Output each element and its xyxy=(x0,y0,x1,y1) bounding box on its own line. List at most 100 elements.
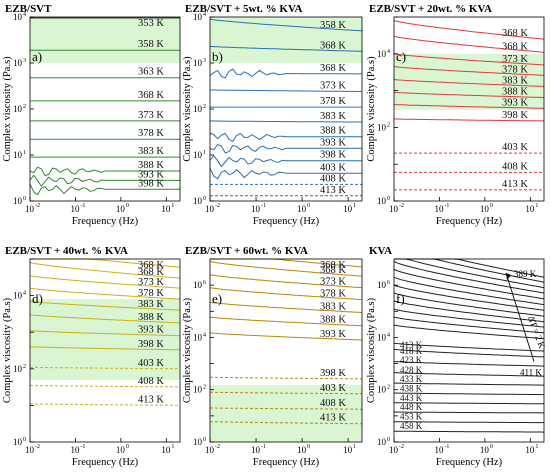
y-tick-exponent: 3 xyxy=(23,58,26,64)
series-label: 358 K xyxy=(320,20,346,31)
series-line xyxy=(209,301,363,313)
y-tick-label: 10 xyxy=(193,104,203,114)
x-tick-label: 10 xyxy=(525,204,535,214)
x-tick-label: 10 xyxy=(25,445,35,455)
series-label: 373 K xyxy=(138,110,164,121)
x-tick-exponent: 0 xyxy=(126,444,129,450)
x-tick-label: 10 xyxy=(161,204,171,214)
series-label: 378 K xyxy=(138,288,164,299)
y-tick-exponent: 0 xyxy=(203,437,206,443)
series-label: 373 K xyxy=(320,277,346,288)
x-tick-exponent: 0 xyxy=(307,444,310,450)
y-tick-label: 10 xyxy=(193,150,203,160)
panel-title: KVA xyxy=(369,245,392,257)
series-line xyxy=(29,385,180,388)
plot-frame xyxy=(393,258,545,443)
series-line xyxy=(393,316,545,334)
series-label: 388 K xyxy=(320,126,346,137)
x-tick-exponent: 0 xyxy=(490,203,493,209)
series-line xyxy=(209,144,362,154)
x-tick-exponent: -2 xyxy=(399,444,404,450)
y-tick-label: 10 xyxy=(13,437,23,447)
series-line xyxy=(209,332,363,341)
chart-panel: 353 K 358 K 363 K 368 K 373 K 378 K 383 K 388 K… xyxy=(2,3,181,227)
series-line xyxy=(393,66,545,76)
panel-letter: b) xyxy=(212,49,223,64)
series-line xyxy=(394,430,545,433)
series-line xyxy=(393,324,545,340)
panel-letter: f) xyxy=(396,291,405,306)
series-label: 383 K xyxy=(320,301,346,312)
x-tick-exponent: 1 xyxy=(535,444,538,450)
series-label: 398 K xyxy=(320,368,346,379)
y-tick-label: 10 xyxy=(13,58,23,68)
x-tick-exponent: -1 xyxy=(444,444,449,450)
series-label: 368 K xyxy=(138,260,164,271)
y-tick-label: 10 xyxy=(13,196,23,206)
series-line xyxy=(209,274,363,289)
series-label: 408 K xyxy=(320,173,346,184)
y-tick-label: 10 xyxy=(377,280,387,290)
y-tick-label: 10 xyxy=(377,437,387,447)
y-axis-label: Complex viscosity (Pa.s) xyxy=(182,56,193,162)
series-label: 393 K xyxy=(320,329,346,340)
series-label: 388 K xyxy=(320,315,346,326)
y-tick-exponent: 0 xyxy=(387,196,390,202)
series-line xyxy=(393,392,544,396)
series-line xyxy=(393,35,545,53)
annotation-arrow-head xyxy=(506,273,511,280)
x-tick-exponent: -2 xyxy=(399,203,404,209)
y-tick-exponent: 0 xyxy=(23,196,26,202)
series-line xyxy=(393,361,545,367)
series-label: 403 K xyxy=(138,358,164,369)
y-tick-exponent: 0 xyxy=(203,196,206,202)
series-label: 388 K xyxy=(502,86,528,97)
series-label: 383 K xyxy=(138,146,164,157)
x-axis-label: Frequency (Hz) xyxy=(72,216,139,227)
series-label: 368 K xyxy=(502,28,528,39)
x-tick-label: 10 xyxy=(434,445,444,455)
shaded-band xyxy=(30,299,180,380)
series-line xyxy=(29,366,180,370)
x-tick-label: 10 xyxy=(434,204,444,214)
panel-letter: c) xyxy=(396,49,406,64)
y-tick-exponent: 4 xyxy=(23,291,26,297)
series-label: 408 K xyxy=(320,398,346,409)
x-tick-label: 10 xyxy=(116,445,126,455)
series-line xyxy=(393,372,545,377)
plot-frame xyxy=(209,258,363,443)
x-tick-exponent: -1 xyxy=(80,444,85,450)
series-line xyxy=(393,276,545,306)
series-line xyxy=(29,403,180,406)
y-tick-exponent: 2 xyxy=(387,122,390,128)
series-label: 373 K xyxy=(138,277,164,288)
x-tick-exponent: -2 xyxy=(35,444,40,450)
series-label: 398 K xyxy=(502,110,528,121)
y-axis-label: Complex viscosity (Pa.s) xyxy=(2,297,13,403)
x-axis-label: Frequency (Hz) xyxy=(436,216,503,227)
series-line xyxy=(209,391,363,395)
y-tick-exponent: 3 xyxy=(203,58,206,64)
series-label: 383 K xyxy=(320,111,346,122)
panel-title: EZB/SVT + 60wt. % KVA xyxy=(185,245,308,257)
y-tick-exponent: 2 xyxy=(203,385,206,391)
series-line xyxy=(29,300,181,311)
x-tick-label: 10 xyxy=(389,204,399,214)
series-line xyxy=(209,132,362,142)
x-tick-exponent: 0 xyxy=(490,444,493,450)
series-line xyxy=(393,308,545,328)
series-label: 398 K xyxy=(138,178,164,189)
y-tick-label: 10 xyxy=(13,364,23,374)
x-tick-exponent: 1 xyxy=(353,444,356,450)
panel-title: EZB/SVT + 5wt. % KVA xyxy=(185,3,302,15)
x-tick-label: 10 xyxy=(70,445,80,455)
series-line xyxy=(393,382,544,386)
x-tick-exponent: -1 xyxy=(444,203,449,209)
series-label: 358 K xyxy=(138,39,164,50)
series-label: 438 K xyxy=(400,384,423,394)
series-line xyxy=(29,174,180,188)
x-tick-label: 10 xyxy=(70,204,80,214)
x-tick-exponent: 1 xyxy=(353,203,356,209)
